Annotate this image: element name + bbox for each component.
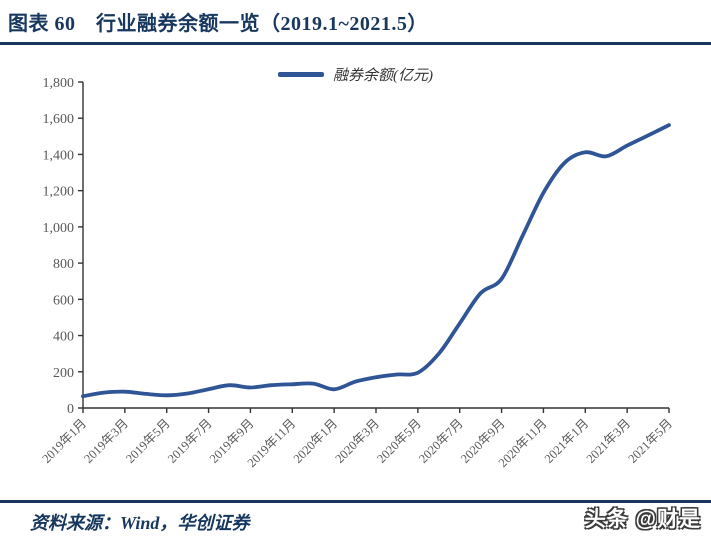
x-axis-tick-label: 2020年5月 bbox=[374, 416, 424, 466]
title-divider-rule bbox=[0, 42, 711, 45]
line-chart: 0 200 400 600 800 1,000 1,200 1,400 1,600 1,800 20… bbox=[39, 76, 675, 470]
y-axis-tick-label: 1,800 bbox=[43, 76, 75, 91]
x-axis-tick-label: 2019年5月 bbox=[123, 416, 173, 466]
x-axis-tick-label: 2020年7月 bbox=[416, 416, 466, 466]
y-axis-tick-label: 600 bbox=[53, 293, 74, 308]
y-axis-tick-label: 400 bbox=[53, 330, 74, 345]
y-axis-tick-label: 1,000 bbox=[43, 221, 75, 236]
y-axis-tick-label: 800 bbox=[53, 257, 74, 272]
legend-label: 融券余额(亿元) bbox=[333, 68, 433, 84]
y-axis-tick-label: 0 bbox=[67, 402, 74, 417]
legend-line-swatch bbox=[278, 72, 324, 77]
chart-area: 融券余额(亿元) 0 200 400 600 800 1,000 1,200 1,400 1,6… bbox=[0, 50, 711, 500]
y-axis-tick-label: 1,400 bbox=[43, 148, 75, 163]
x-axis-tick-label: 2021年1月 bbox=[542, 416, 592, 466]
y-axis-tick-label: 1,200 bbox=[43, 185, 75, 200]
figure-title: 图表 60 行业融券余额一览（2019.1~2021.5） bbox=[8, 13, 428, 35]
x-axis-tick-label: 2021年5月 bbox=[625, 416, 675, 466]
x-axis-tick-label: 2019年7月 bbox=[165, 416, 215, 466]
x-axis-tick-label: 2019年1月 bbox=[39, 416, 89, 466]
watermark: 头条 @财是 bbox=[584, 508, 701, 531]
chart-legend: 融券余额(亿元) bbox=[0, 64, 711, 85]
x-axis-tick-label: 2020年1月 bbox=[291, 416, 341, 466]
x-axis-tick-label: 2021年3月 bbox=[584, 416, 634, 466]
x-axis-tick-label: 2019年3月 bbox=[81, 416, 131, 466]
y-axis-tick-label: 200 bbox=[53, 366, 74, 381]
x-axis-tick-label: 2020年3月 bbox=[332, 416, 382, 466]
y-axis-tick-label: 1,600 bbox=[43, 112, 75, 127]
source-note: 资料来源：Wind，华创证券 bbox=[30, 513, 250, 533]
footer-divider-rule bbox=[0, 500, 711, 503]
series-line bbox=[81, 123, 671, 399]
